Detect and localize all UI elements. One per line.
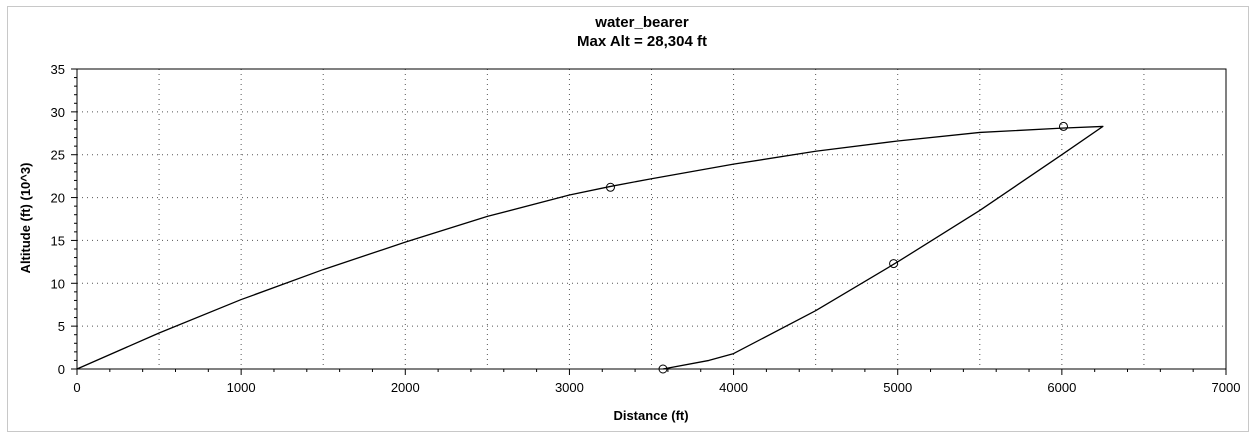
- series: [76, 121, 1104, 374]
- x-tick-label: 5000: [883, 380, 912, 395]
- x-tick-label: 3000: [555, 380, 584, 395]
- data-point-marker: [889, 259, 899, 269]
- y-tick-label: 15: [51, 233, 65, 248]
- data-point-marker: [605, 182, 615, 192]
- chart-title: water_bearer: [594, 14, 689, 31]
- x-axis-title: Distance (ft): [613, 408, 688, 423]
- x-tick-label: 6000: [1047, 380, 1076, 395]
- x-tick-label: 7000: [1212, 380, 1241, 395]
- chart-subtitle: Max Alt = 28,304 ft: [577, 33, 707, 50]
- data-point-marker: [1058, 121, 1068, 131]
- chart-frame: [7, 6, 1249, 432]
- x-tick-label: 2000: [391, 380, 420, 395]
- y-tick-label: 10: [51, 276, 65, 291]
- y-tick-label: 0: [58, 362, 65, 377]
- x-tick-label: 1000: [227, 380, 256, 395]
- y-tick-label: 25: [51, 148, 65, 163]
- axis-ticks: [71, 68, 1227, 375]
- y-tick-label: 35: [51, 62, 65, 77]
- y-axis-title: Altitude (ft) (10^3): [18, 163, 33, 274]
- y-tick-label: 30: [51, 105, 65, 120]
- x-tick-label: 4000: [719, 380, 748, 395]
- plot-area: [76, 68, 1227, 370]
- x-tick-label: 0: [73, 380, 80, 395]
- grid: [77, 69, 1226, 369]
- y-tick-label: 20: [51, 191, 65, 206]
- y-tick-label: 5: [58, 319, 65, 334]
- data-point-marker: [658, 364, 668, 374]
- trajectory-line: [76, 125, 1104, 370]
- tick-labels: 0 1000 2000 3000 4000 5000 6000 7000 0 5 10 15 20 25 3…: [51, 62, 1241, 395]
